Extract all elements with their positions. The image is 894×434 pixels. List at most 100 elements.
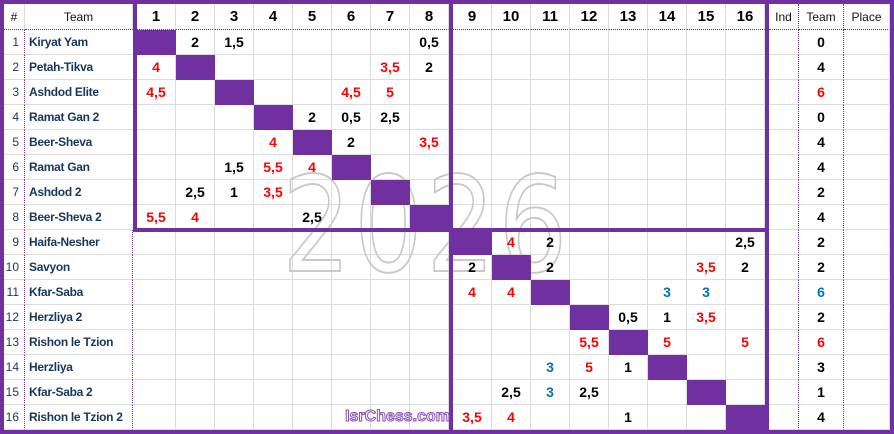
team-points-r7: 2 (799, 180, 844, 205)
result-cell-r14-c12: 5 (570, 355, 609, 380)
place-cell-r2 (844, 55, 890, 80)
result-cell-r13-c10 (492, 330, 531, 355)
result-cell-r9-c1 (137, 230, 176, 255)
header-round-3: 3 (215, 4, 254, 30)
result-cell-r3-c13 (609, 80, 648, 105)
result-cell-r7-c12 (570, 180, 609, 205)
ind-cell-r2 (769, 55, 799, 80)
result-cell-r7-c4: 3,5 (254, 180, 293, 205)
result-cell-r6-c12 (570, 155, 609, 180)
result-cell-r5-c8: 3,5 (410, 130, 449, 155)
divider-vertical-right-block (765, 4, 769, 430)
result-cell-r5-c9 (453, 130, 492, 155)
result-cell-r8-c12 (570, 205, 609, 230)
result-cell-r6-c1 (137, 155, 176, 180)
result-cell-r2-c15 (687, 55, 726, 80)
result-cell-r3-c2 (176, 80, 215, 105)
team-points-r16: 4 (799, 405, 844, 430)
team-name-2: Petah-Tikva (25, 55, 133, 80)
result-cell-r11-c16 (726, 280, 765, 305)
diagonal-cell-r12 (570, 305, 609, 330)
result-cell-r6-c8 (410, 155, 449, 180)
team-name-8: Beer-Sheva 2 (25, 205, 133, 230)
team-points-r4: 0 (799, 105, 844, 130)
result-cell-r4-c15 (687, 105, 726, 130)
header-round-16: 16 (726, 4, 765, 30)
team-name-14: Herzliya (25, 355, 133, 380)
team-points-r3: 6 (799, 80, 844, 105)
result-cell-r13-c11 (531, 330, 570, 355)
result-cell-r6-c16 (726, 155, 765, 180)
result-cell-r4-c3 (215, 105, 254, 130)
result-cell-r13-c14: 5 (648, 330, 687, 355)
result-cell-r15-c6 (332, 380, 371, 405)
result-cell-r15-c4 (254, 380, 293, 405)
place-cell-r16 (844, 405, 890, 430)
result-cell-r11-c13 (609, 280, 648, 305)
team-name-3: Ashdod Elite (25, 80, 133, 105)
result-cell-r9-c12 (570, 230, 609, 255)
result-cell-r1-c6 (332, 30, 371, 55)
result-cell-r9-c5 (293, 230, 332, 255)
result-cell-r2-c12 (570, 55, 609, 80)
diagonal-cell-r8 (410, 205, 449, 230)
ind-cell-r12 (769, 305, 799, 330)
result-cell-r13-c2 (176, 330, 215, 355)
result-cell-r11-c3 (215, 280, 254, 305)
result-cell-r12-c11 (531, 305, 570, 330)
header-place: Place (844, 4, 890, 30)
result-cell-r9-c4 (254, 230, 293, 255)
result-cell-r10-c13 (609, 255, 648, 280)
result-cell-r1-c5 (293, 30, 332, 55)
result-cell-r5-c2 (176, 130, 215, 155)
result-cell-r12-c15: 3,5 (687, 305, 726, 330)
result-cell-r5-c3 (215, 130, 254, 155)
place-cell-r8 (844, 205, 890, 230)
result-cell-r12-c13: 0,5 (609, 305, 648, 330)
result-cell-r4-c7: 2,5 (371, 105, 410, 130)
result-cell-r7-c5 (293, 180, 332, 205)
result-cell-r1-c15 (687, 30, 726, 55)
result-cell-r8-c1: 5,5 (137, 205, 176, 230)
header-round-15: 15 (687, 4, 726, 30)
team-points-r15: 1 (799, 380, 844, 405)
result-cell-r7-c13 (609, 180, 648, 205)
result-cell-r9-c7 (371, 230, 410, 255)
place-cell-r5 (844, 130, 890, 155)
result-cell-r1-c7 (371, 30, 410, 55)
row-number-9: 9 (4, 230, 25, 255)
team-points-r2: 4 (799, 55, 844, 80)
result-cell-r4-c5: 2 (293, 105, 332, 130)
ind-cell-r13 (769, 330, 799, 355)
result-cell-r8-c14 (648, 205, 687, 230)
result-cell-r13-c1 (137, 330, 176, 355)
diagonal-cell-r7 (371, 180, 410, 205)
result-cell-r8-c4 (254, 205, 293, 230)
team-name-16: Rishon le Tzion 2 (25, 405, 133, 430)
result-cell-r12-c3 (215, 305, 254, 330)
result-cell-r14-c6 (332, 355, 371, 380)
result-cell-r1-c10 (492, 30, 531, 55)
result-cell-r12-c2 (176, 305, 215, 330)
result-cell-r2-c3 (215, 55, 254, 80)
result-cell-r8-c5: 2,5 (293, 205, 332, 230)
result-cell-r5-c12 (570, 130, 609, 155)
header-round-6: 6 (332, 4, 371, 30)
ind-cell-r7 (769, 180, 799, 205)
team-name-15: Kfar-Saba 2 (25, 380, 133, 405)
result-cell-r4-c9 (453, 105, 492, 130)
gap-left-r12 (133, 305, 137, 330)
result-cell-r15-c2 (176, 380, 215, 405)
place-cell-r1 (844, 30, 890, 55)
result-cell-r9-c11: 2 (531, 230, 570, 255)
result-cell-r9-c13 (609, 230, 648, 255)
result-cell-r12-c16 (726, 305, 765, 330)
result-cell-r13-c16: 5 (726, 330, 765, 355)
result-cell-r6-c11 (531, 155, 570, 180)
team-name-5: Beer-Sheva (25, 130, 133, 155)
result-cell-r10-c15: 3,5 (687, 255, 726, 280)
result-cell-r3-c11 (531, 80, 570, 105)
diagonal-cell-r10 (492, 255, 531, 280)
result-cell-r8-c2: 4 (176, 205, 215, 230)
place-cell-r11 (844, 280, 890, 305)
